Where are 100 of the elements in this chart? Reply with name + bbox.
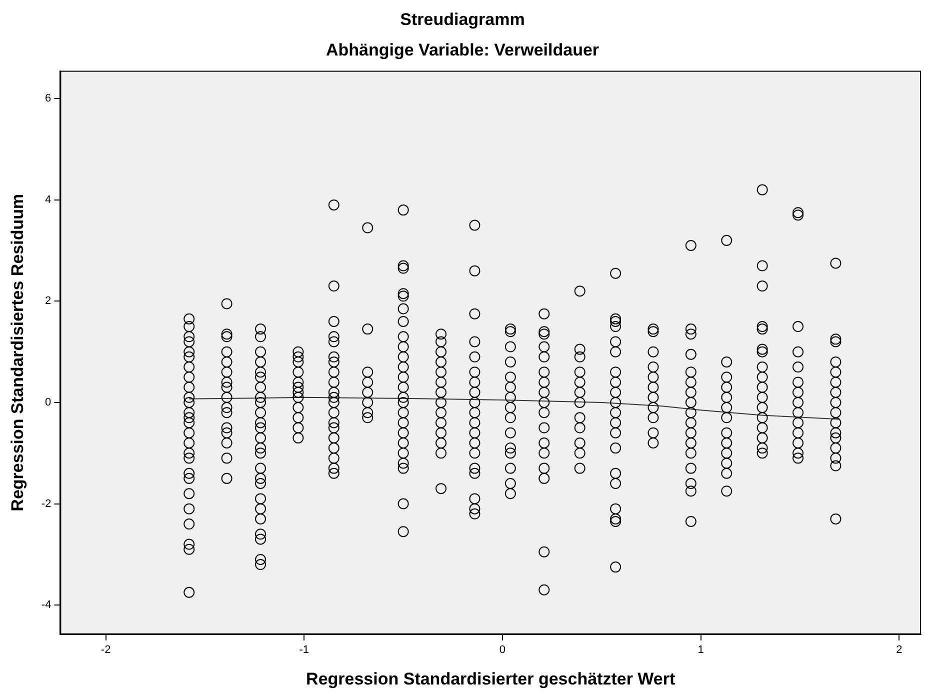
point	[221, 472, 232, 484]
point	[184, 336, 195, 348]
point	[398, 260, 409, 272]
point	[685, 324, 696, 335]
point	[469, 376, 480, 388]
point	[469, 396, 480, 408]
point	[610, 376, 622, 388]
point	[398, 407, 409, 418]
point	[610, 321, 622, 332]
point	[184, 503, 195, 514]
point	[469, 427, 480, 438]
point	[504, 412, 516, 424]
x-tick-label: -1	[299, 644, 310, 656]
point	[255, 554, 266, 565]
point	[469, 386, 480, 398]
point	[436, 437, 447, 448]
point	[469, 351, 480, 362]
point	[292, 392, 304, 403]
point	[538, 437, 550, 448]
point	[538, 326, 550, 338]
point	[292, 402, 304, 414]
point	[292, 356, 304, 368]
point	[610, 396, 622, 408]
point	[184, 452, 195, 464]
x-tick-label: 2	[896, 644, 902, 656]
point	[255, 407, 266, 418]
point	[574, 351, 586, 362]
point	[328, 417, 340, 428]
point	[328, 316, 340, 327]
point	[792, 346, 804, 358]
point	[398, 462, 409, 474]
point	[538, 341, 550, 352]
point	[574, 437, 586, 448]
point	[184, 346, 195, 358]
point	[538, 422, 550, 434]
point	[255, 432, 266, 444]
point	[721, 437, 732, 448]
point	[255, 331, 266, 342]
point	[792, 452, 804, 464]
point	[792, 437, 804, 448]
point	[685, 366, 696, 378]
point	[255, 372, 266, 383]
point	[398, 303, 409, 314]
point	[756, 362, 768, 373]
point	[685, 376, 696, 388]
point	[221, 452, 232, 464]
point	[756, 382, 768, 393]
point	[792, 417, 804, 428]
point	[648, 372, 659, 383]
point	[469, 366, 480, 378]
point	[610, 417, 622, 428]
point	[292, 386, 304, 398]
point	[721, 448, 732, 459]
point	[436, 356, 447, 368]
y-axis-title: Regression Standardisiertes Residuum	[8, 194, 27, 512]
point	[328, 280, 340, 292]
point	[398, 417, 409, 428]
point	[721, 412, 732, 424]
point	[255, 472, 266, 484]
point	[756, 372, 768, 383]
point	[830, 258, 842, 269]
point	[184, 331, 195, 342]
point	[469, 493, 480, 504]
point	[184, 518, 195, 530]
point	[721, 234, 732, 246]
point	[328, 331, 340, 342]
point	[362, 412, 374, 424]
point	[792, 407, 804, 418]
point	[830, 452, 842, 464]
point	[184, 448, 195, 459]
point	[538, 366, 550, 378]
point	[328, 366, 340, 378]
point	[292, 432, 304, 444]
x-tick-label: 0	[499, 644, 506, 656]
point	[292, 346, 304, 358]
point	[255, 528, 266, 540]
point	[328, 376, 340, 388]
point	[255, 442, 266, 454]
point	[504, 488, 516, 500]
point	[756, 422, 768, 434]
point	[756, 260, 768, 272]
point	[255, 417, 266, 428]
point	[685, 516, 696, 527]
point	[328, 452, 340, 464]
point	[221, 422, 232, 434]
point	[328, 442, 340, 454]
point	[685, 437, 696, 448]
point	[328, 336, 340, 348]
point	[255, 324, 266, 335]
point	[504, 462, 516, 474]
point	[830, 396, 842, 408]
point	[469, 265, 480, 276]
point	[721, 372, 732, 383]
point	[685, 328, 696, 340]
point	[469, 308, 480, 320]
point	[648, 382, 659, 393]
point	[221, 356, 232, 368]
point	[721, 356, 732, 368]
point	[792, 396, 804, 408]
point	[292, 382, 304, 393]
